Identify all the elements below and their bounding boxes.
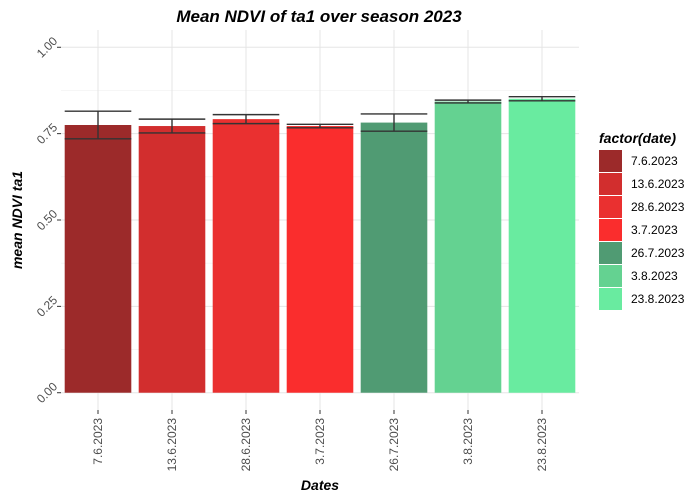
y-tick-label: 0.00 <box>34 379 61 406</box>
error-bar <box>212 113 280 125</box>
error-bar <box>360 113 428 132</box>
y-tick-label: 1.00 <box>34 34 61 61</box>
x-tick-label: 26.7.2023 <box>387 418 401 472</box>
legend-label: 7.6.2023 <box>631 154 678 168</box>
error-bar <box>508 95 576 102</box>
x-tick-label: 3.8.2023 <box>461 418 475 465</box>
x-axis-title: Dates <box>301 477 339 493</box>
bars <box>64 98 576 393</box>
bar-26.7.2023 <box>360 122 428 393</box>
legend-swatch <box>599 242 622 264</box>
error-bar <box>138 118 206 134</box>
legend-label: 26.7.2023 <box>631 246 685 260</box>
legend-label: 23.8.2023 <box>631 292 685 306</box>
x-tick-label: 23.8.2023 <box>535 418 549 472</box>
legend-label: 13.6.2023 <box>631 177 685 191</box>
error-bar <box>286 123 354 129</box>
chart-title: Mean NDVI of ta1 over season 2023 <box>176 7 462 26</box>
legend: 7.6.2023 13.6.2023 28.6.2023 3.7.2023 26.7.2… <box>599 150 685 310</box>
x-tick-label: 28.6.2023 <box>239 418 253 472</box>
legend-swatch <box>599 265 622 287</box>
y-tick-label: 0.25 <box>34 293 61 320</box>
legend-swatch <box>599 219 622 241</box>
y-tick-label: 0.75 <box>34 120 61 147</box>
legend-label: 28.6.2023 <box>631 200 685 214</box>
legend-swatch <box>599 288 622 310</box>
legend-swatch <box>599 173 622 195</box>
legend-swatch <box>599 196 622 218</box>
bar-3.7.2023 <box>286 126 354 393</box>
x-tick-label: 13.6.2023 <box>165 418 179 472</box>
legend-swatch <box>599 150 622 172</box>
legend-label: 3.8.2023 <box>631 269 678 283</box>
error-bar <box>434 99 502 104</box>
bar-3.8.2023 <box>434 101 502 393</box>
bar-7.6.2023 <box>64 125 132 393</box>
legend-label: 3.7.2023 <box>631 223 678 237</box>
bar-23.8.2023 <box>508 98 576 393</box>
x-tick-label: 7.6.2023 <box>91 418 105 465</box>
legend-title: factor(date) <box>599 130 676 146</box>
y-axis-title: mean NDVI ta1 <box>9 171 25 269</box>
x-axis-ticks: 7.6.2023 13.6.2023 28.6.2023 3.7.2023 26.7.2… <box>91 410 549 471</box>
error-bar <box>64 110 132 140</box>
bar-28.6.2023 <box>212 119 280 393</box>
x-tick-label: 3.7.2023 <box>313 418 327 465</box>
y-axis-ticks: 0.00 0.25 0.50 0.75 1.00 <box>34 34 61 406</box>
y-tick-label: 0.50 <box>34 207 61 234</box>
error-bars <box>64 95 576 140</box>
bar-13.6.2023 <box>138 126 206 393</box>
